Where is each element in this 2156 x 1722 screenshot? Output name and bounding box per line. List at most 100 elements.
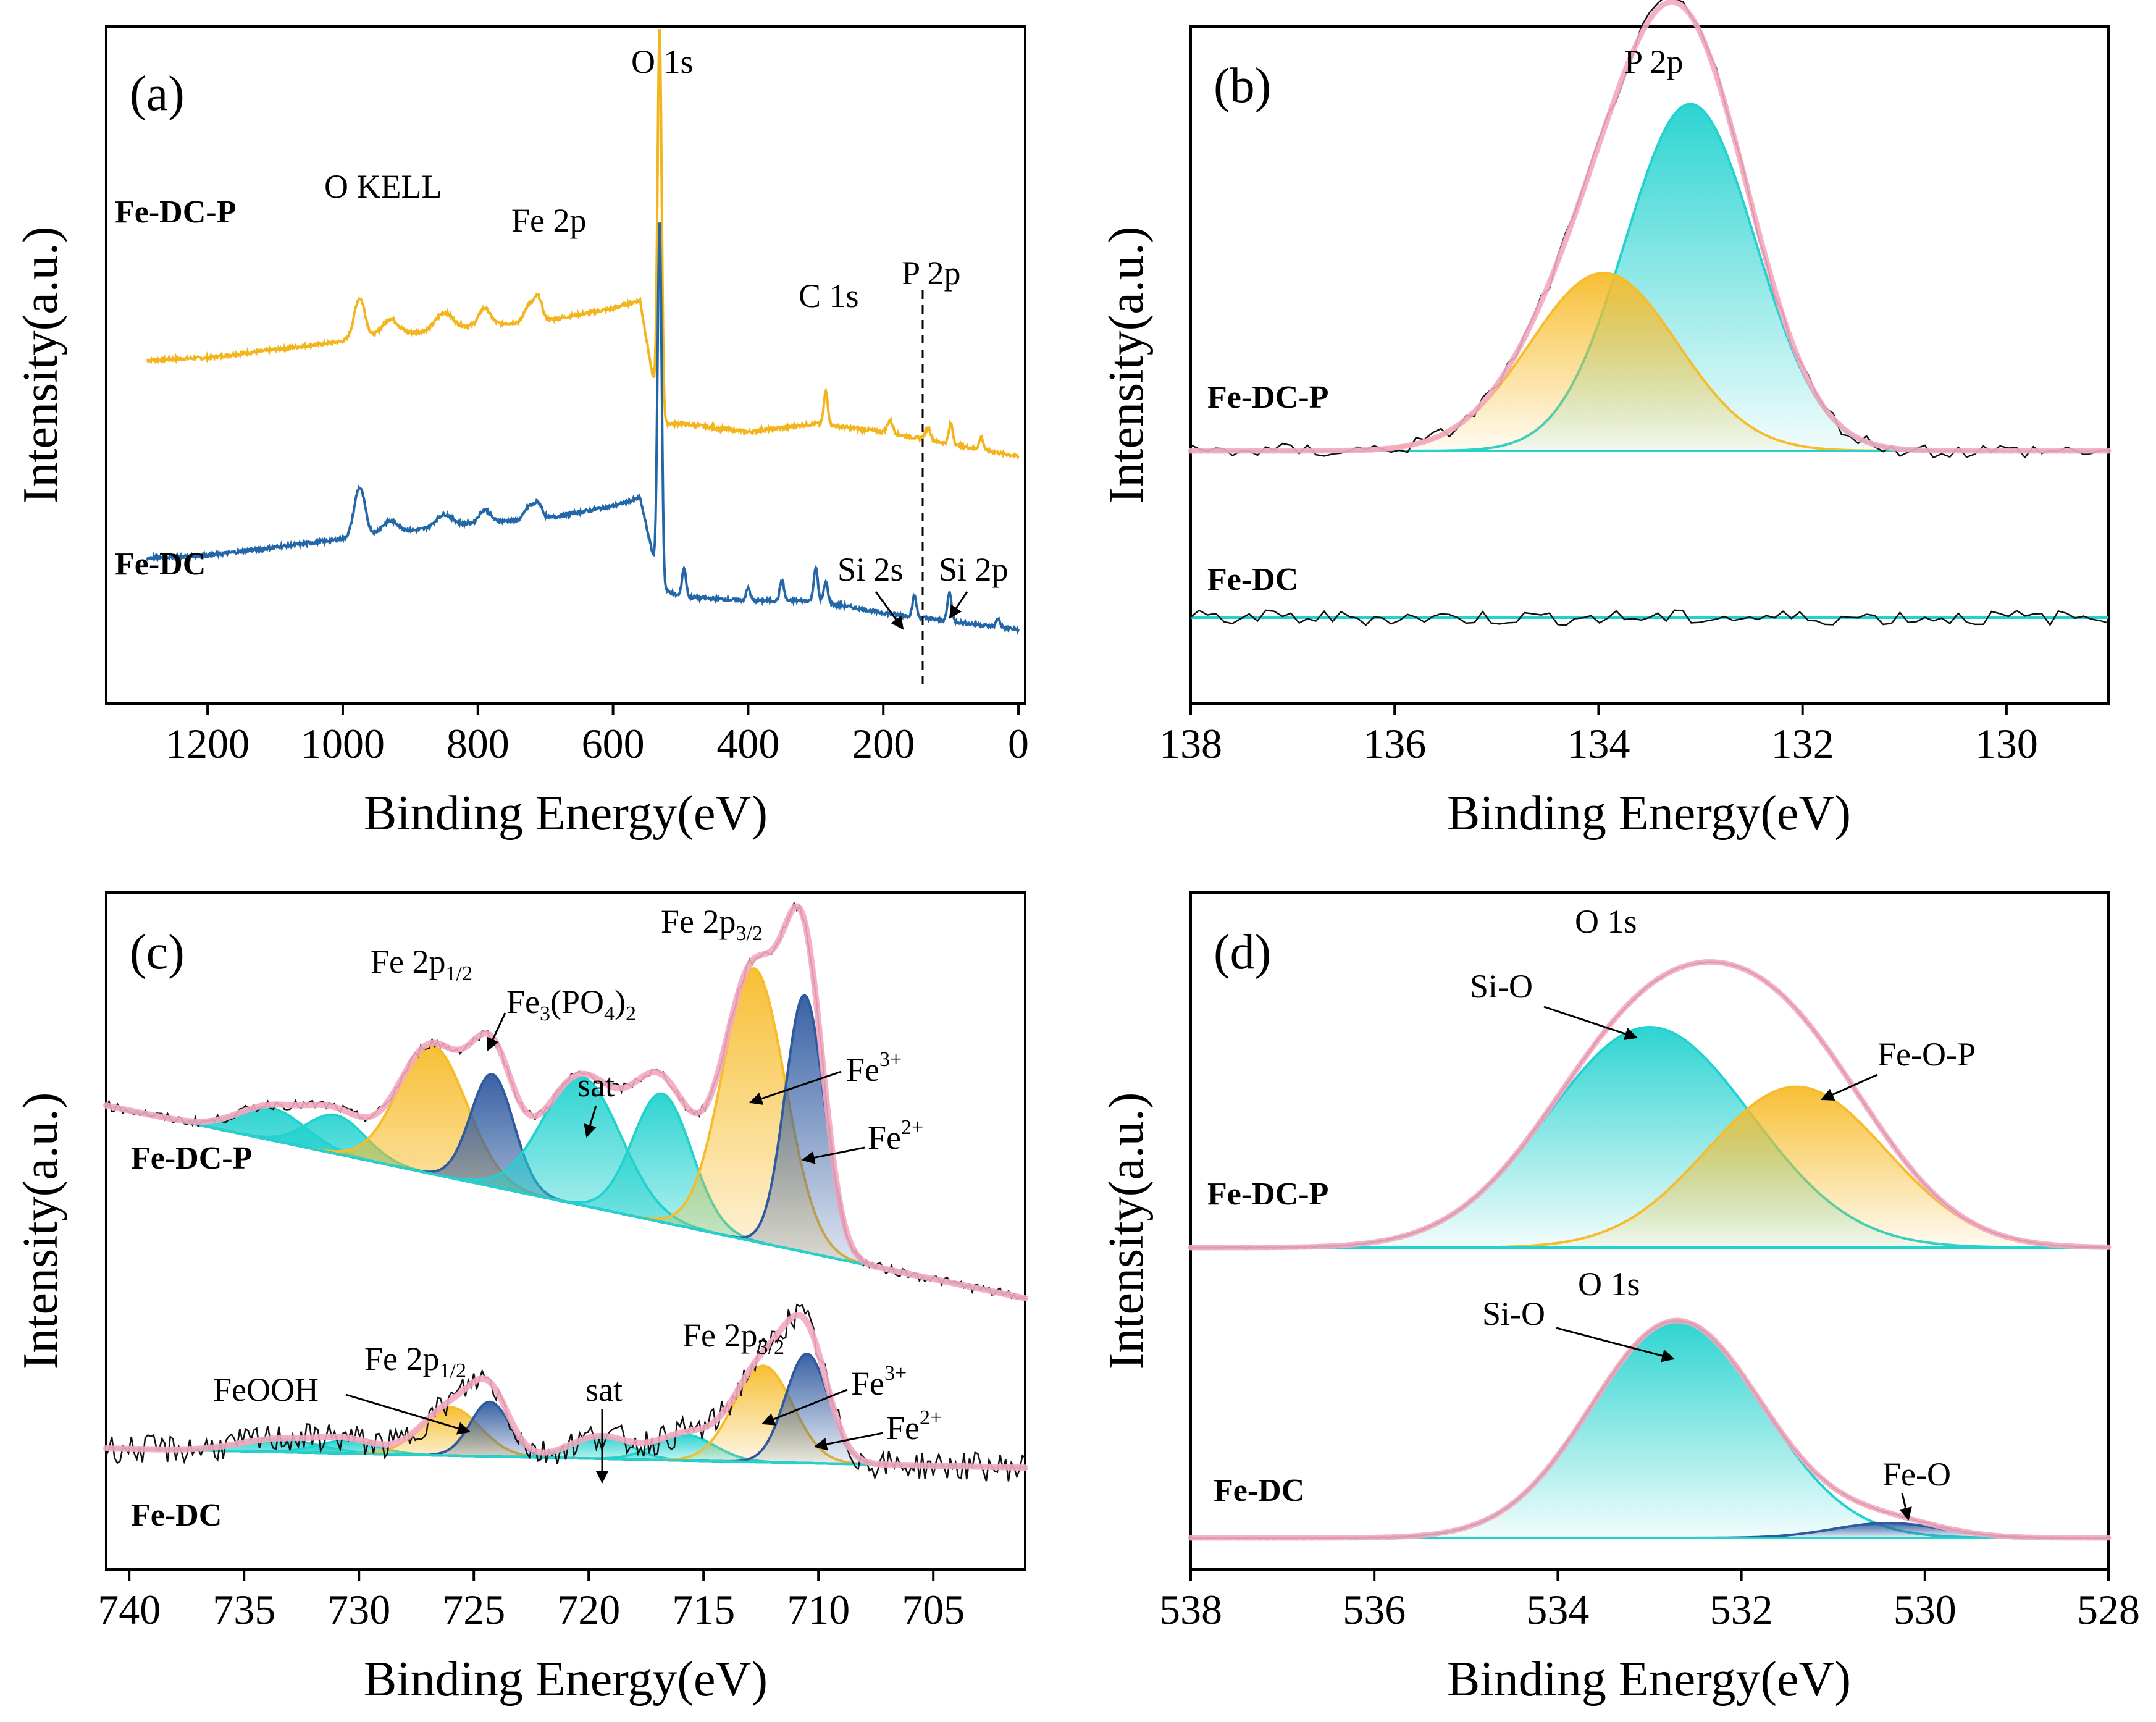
c-fe2p32-top-main: Fe 2p <box>661 903 736 940</box>
b-tick-label-2: 134 <box>1567 720 1630 767</box>
panel-d: 538 536 534 532 530 528 (d) O 1s Si-O Fe-O-P … <box>1099 891 2140 1707</box>
a-tick-label-6: 0 <box>1008 720 1029 767</box>
c-tick-label-6: 710 <box>787 1586 850 1633</box>
d-1-comp-fill-1 <box>1191 1523 2108 1538</box>
panel-c-label: (c) <box>130 925 185 980</box>
c-ann-sat-bot: sat <box>585 1371 623 1408</box>
d-0-comp-fill-1 <box>1191 1086 2108 1248</box>
panel-c: 740 735 730 725 720 715 710 705 (c) Fe-DC-P Fe-… <box>14 891 1028 1707</box>
c-arrow-sat-top <box>584 1105 597 1138</box>
c-fe2p12-top-main: Fe 2p <box>371 943 446 980</box>
a-tick-label-3: 600 <box>582 720 645 767</box>
b-xlabel: Binding Energy(eV) <box>1447 786 1851 841</box>
c-ann-fe3-bot: Fe3+ <box>851 1362 907 1402</box>
b-tick-label-3: 132 <box>1771 720 1834 767</box>
c-fe3po4-b: 3 <box>540 1002 550 1025</box>
a-tick-label-5: 200 <box>852 720 915 767</box>
a-tick-label-0: 1200 <box>166 720 250 767</box>
c-tick-label-1: 735 <box>212 1586 275 1633</box>
c-arrow-fe3-top <box>749 1070 842 1105</box>
c-ann-feooh: FeOOH <box>213 1371 319 1408</box>
d-0-envelope <box>1188 959 2112 1251</box>
panel-d-frame <box>1189 891 2110 1571</box>
a-tick-label-1: 1000 <box>301 720 385 767</box>
b-1-raw <box>1190 609 2109 626</box>
c-arrow-fe2-top <box>801 1146 865 1164</box>
c-tick-label-7: 705 <box>902 1586 965 1633</box>
c-fe3-top-sup: 3+ <box>879 1048 902 1071</box>
c-label-fe-dc-p: Fe-DC-P <box>131 1141 252 1176</box>
c-tick-label-2: 730 <box>327 1586 390 1633</box>
a-xlabel: Binding Energy(eV) <box>364 786 768 841</box>
d-tick-label-0: 538 <box>1159 1586 1222 1633</box>
d-1-envelope <box>1188 1317 2112 1541</box>
c-ann-fe3-top: Fe3+ <box>846 1048 902 1088</box>
d-label-fe-dc: Fe-DC <box>1214 1473 1304 1508</box>
a-ann-okell: O KELL <box>324 168 442 205</box>
b-ann-p2p: P 2p <box>1624 43 1684 80</box>
c-1-raw <box>105 1303 1026 1482</box>
c-1-comp-fill-7 <box>106 1354 1025 1468</box>
d-arrow-sio-bot <box>1556 1327 1676 1363</box>
c-fe2p32-top-sub: 3/2 <box>736 922 763 945</box>
a-ann-si2s: Si 2s <box>837 551 904 588</box>
c-tick-label-5: 715 <box>672 1586 735 1633</box>
c-fe3po4-e: ) <box>615 983 626 1020</box>
d-tick-label-1: 536 <box>1343 1586 1406 1633</box>
c-tick-label-3: 725 <box>442 1586 505 1633</box>
a-label-fe-dc-p: Fe-DC-P <box>115 195 236 230</box>
c-ann-fe2p32-bot: Fe 2p3/2 <box>682 1317 784 1359</box>
c-ylabel: Intensity(a.u.) <box>14 1093 68 1370</box>
c-ann-fe3po4: Fe3(PO4)2 <box>506 983 636 1025</box>
b-label-fe-dc-p: Fe-DC-P <box>1207 380 1328 415</box>
c-ann-sat-top: sat <box>577 1067 615 1104</box>
b-tick-label-1: 136 <box>1363 720 1426 767</box>
a-label-fe-dc: Fe-DC <box>115 547 206 582</box>
c-fe2p12-bot-sub: 1/2 <box>440 1359 466 1382</box>
c-xlabel: Binding Energy(eV) <box>364 1652 768 1707</box>
d-tick-label-5: 528 <box>2077 1586 2140 1633</box>
d-0-comp-fill-0 <box>1191 1027 2108 1248</box>
c-fe2p12-bot-main: Fe 2p <box>364 1340 440 1377</box>
b-label-fe-dc: Fe-DC <box>1207 562 1298 597</box>
c-ann-fe2p32-top: Fe 2p3/2 <box>661 903 763 945</box>
b-0-comp-fill-1 <box>1191 273 2108 451</box>
si2p-arrow <box>949 591 968 619</box>
c-1-comp-fill-4 <box>106 1436 1025 1468</box>
c-0-comp-fill-7 <box>106 995 1025 1298</box>
d-ann-o1s-top: O 1s <box>1575 903 1637 940</box>
d-arrow-sio-top <box>1543 1006 1638 1040</box>
c-fe3-bot-main: Fe <box>851 1365 884 1402</box>
b-0-envelope <box>1188 0 2112 454</box>
a-ann-fe2p: Fe 2p <box>511 202 587 239</box>
c-arrow-fe2-bot <box>813 1432 884 1451</box>
c-fe2p32-bot-sub: 3/2 <box>758 1336 784 1359</box>
panel-c-frame <box>105 891 1026 1571</box>
c-arrow-fe3-bot <box>761 1388 848 1426</box>
a-ann-o1s: O 1s <box>631 43 694 80</box>
a-ylabel: Intensity(a.u.) <box>14 227 68 504</box>
c-fe3-bot-sup: 3+ <box>884 1362 907 1385</box>
d-label-fe-dc-p: Fe-DC-P <box>1207 1177 1328 1212</box>
d-arrow-feop <box>1821 1073 1878 1101</box>
b-0-comp-fill-0 <box>1191 104 2108 451</box>
a-ann-si2p: Si 2p <box>939 551 1009 588</box>
d-ann-feo: Fe-O <box>1882 1456 1951 1493</box>
d-1-comp-fill-0 <box>1191 1321 2108 1538</box>
c-fe2p32-bot-main: Fe 2p <box>682 1317 758 1354</box>
a-ann-c1s: C 1s <box>799 277 859 314</box>
d-arrow-feo <box>1899 1493 1912 1521</box>
a-ann-p2p: P 2p <box>902 254 961 292</box>
b-ylabel: Intensity(a.u.) <box>1099 227 1154 504</box>
d-ylabel: Intensity(a.u.) <box>1099 1093 1154 1370</box>
c-ann-fe2-bot: Fe2+ <box>886 1406 942 1447</box>
a-series-0 <box>146 29 1020 460</box>
c-fe2p12-top-sub: 1/2 <box>446 962 472 985</box>
c-label-fe-dc: Fe-DC <box>131 1498 222 1533</box>
d-tick-label-4: 530 <box>1894 1586 1957 1633</box>
c-fe3po4-a: Fe <box>506 983 540 1020</box>
panel-a-frame <box>105 25 1026 705</box>
panel-b-frame <box>1189 25 2110 705</box>
c-0-envelope <box>103 903 1028 1301</box>
